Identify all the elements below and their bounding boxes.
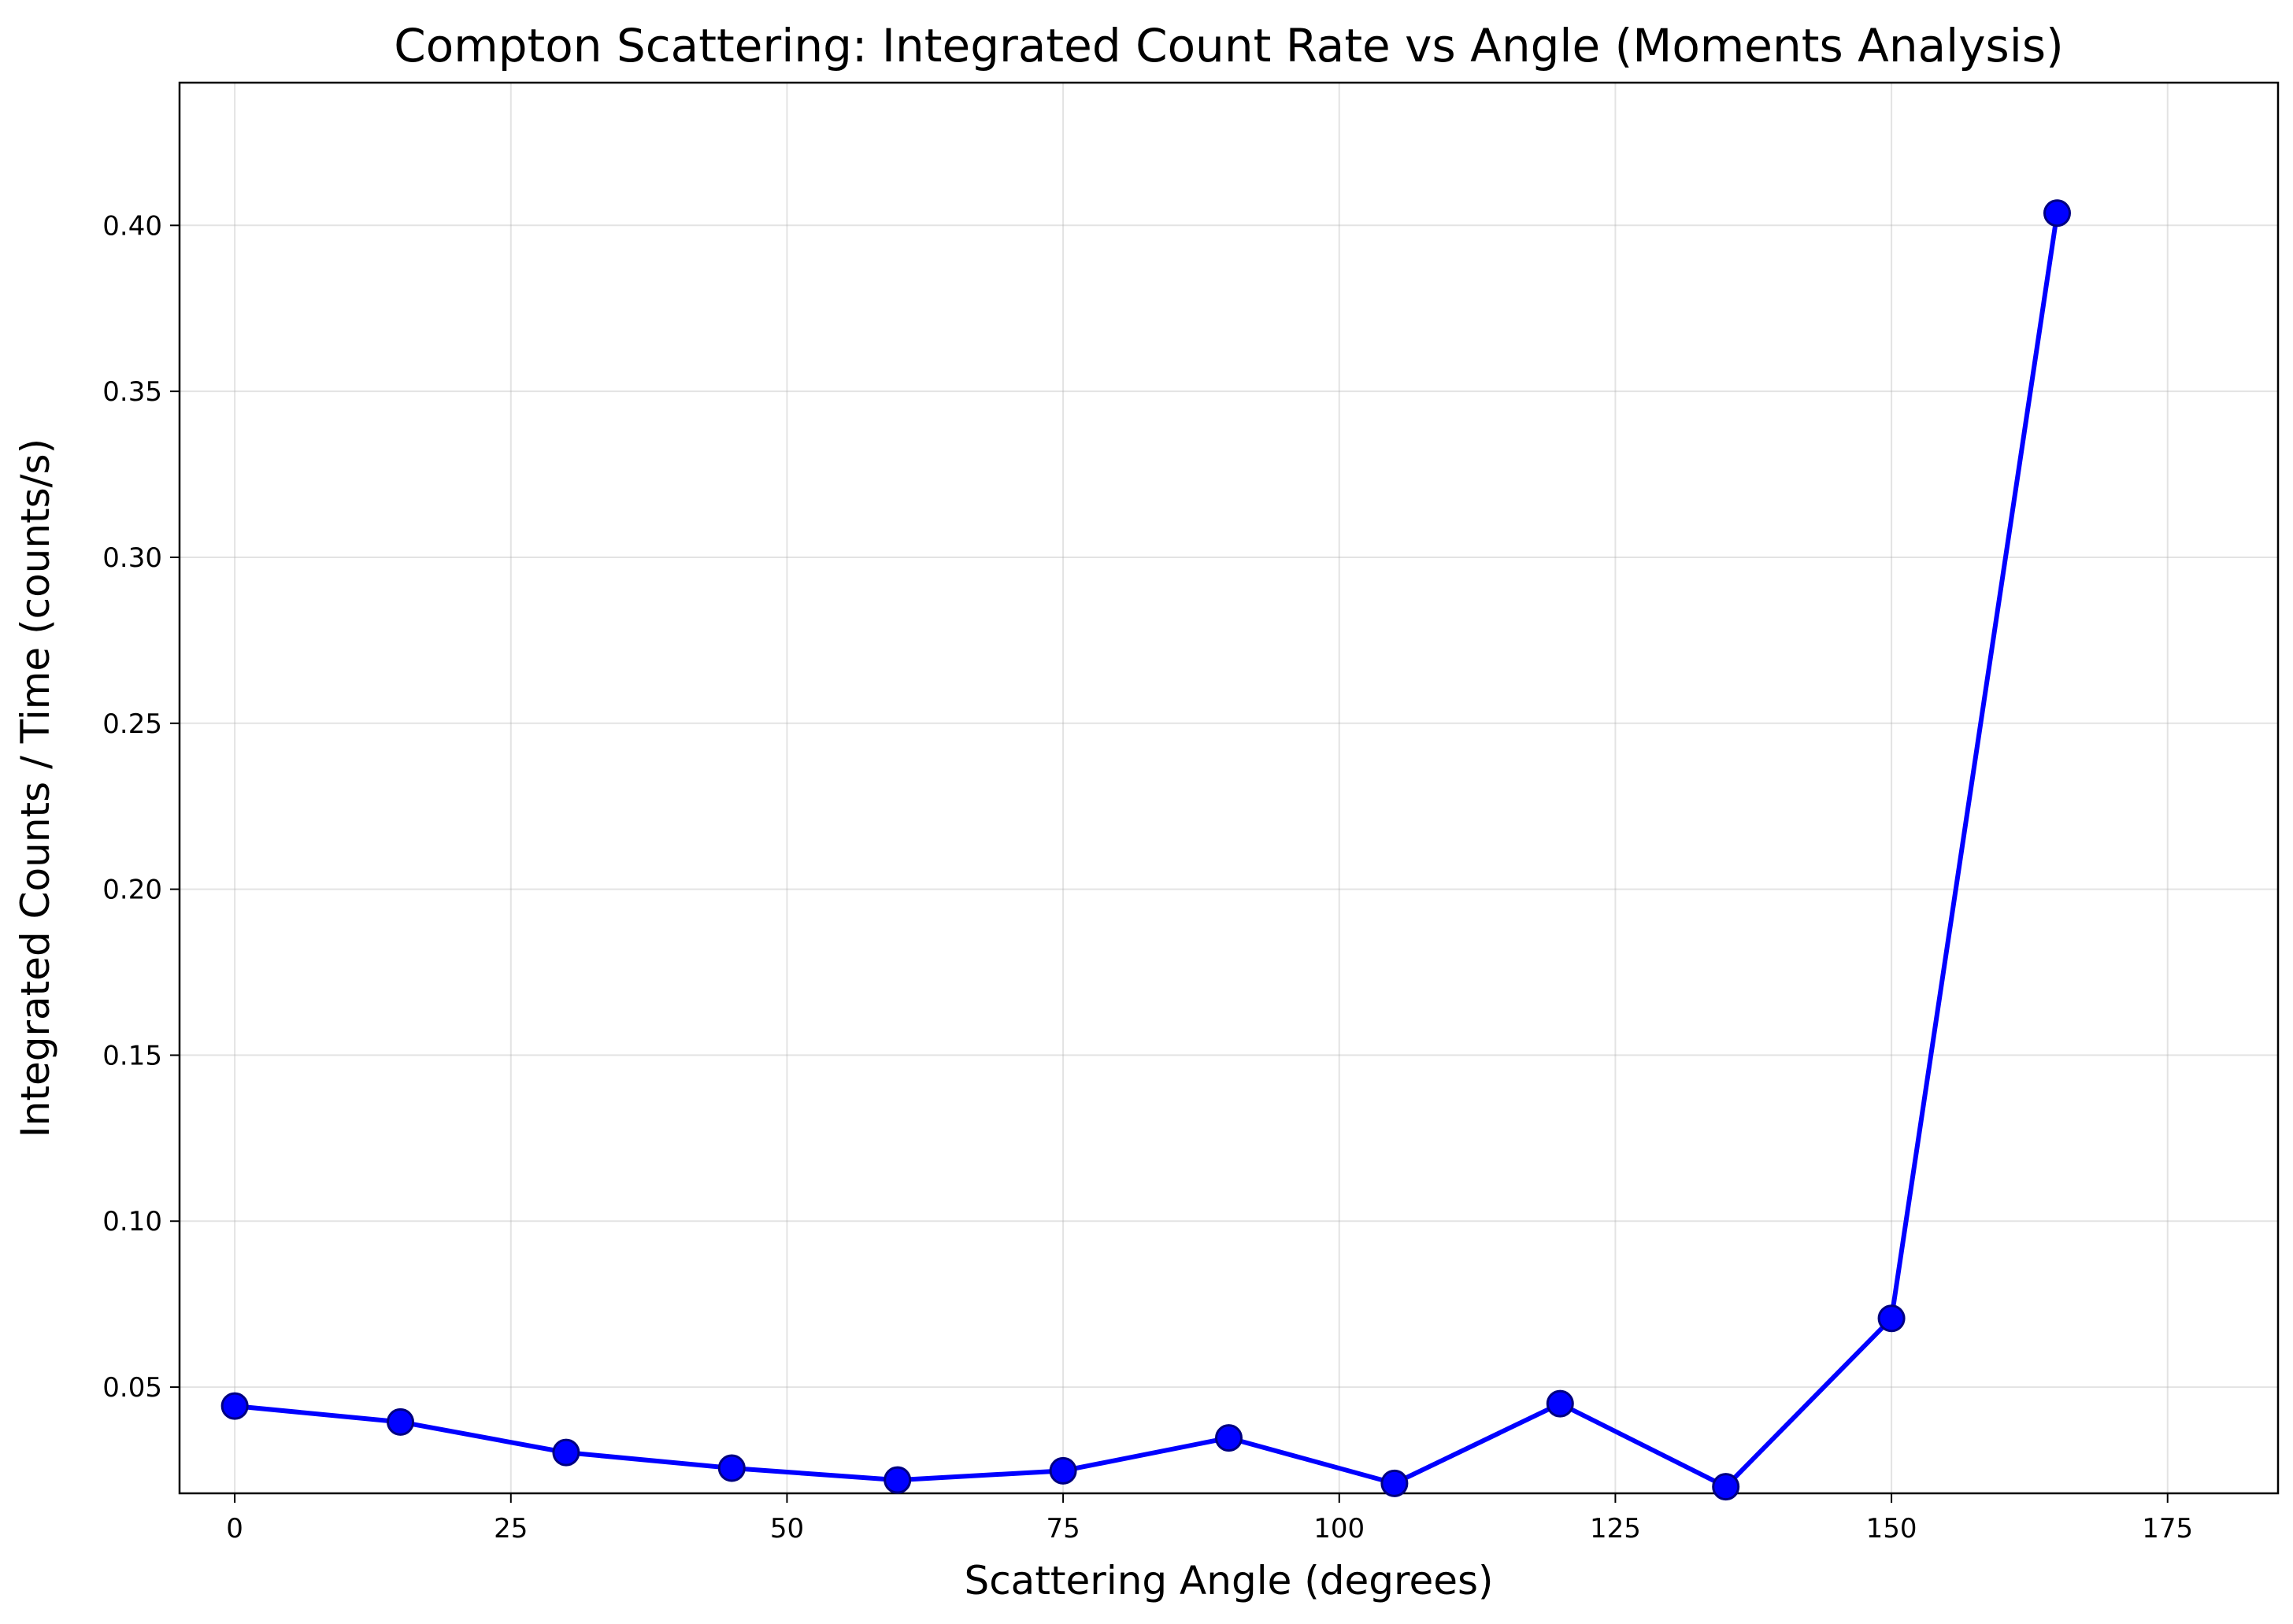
y-axis-label: Integrated Counts / Time (counts/s) — [13, 438, 58, 1138]
data-point — [1049, 1456, 1077, 1485]
data-point — [1215, 1424, 1243, 1452]
data-point — [1712, 1473, 1740, 1501]
y-tick-label: 0.05 — [102, 1372, 162, 1404]
x-tick-label: 125 — [1590, 1513, 1641, 1544]
y-tick-label: 0.30 — [102, 542, 162, 574]
series-layer — [220, 199, 2071, 1501]
x-tick-label: 175 — [2142, 1513, 2193, 1544]
grid — [180, 83, 2278, 1493]
y-tick-label: 0.15 — [102, 1040, 162, 1071]
x-tick-label: 100 — [1313, 1513, 1365, 1544]
y-tick-label: 0.20 — [102, 875, 162, 906]
y-tick-label: 0.35 — [102, 376, 162, 408]
x-axis-label: Scattering Angle (degrees) — [964, 1558, 1493, 1604]
data-point — [1380, 1469, 1409, 1497]
data-point — [1877, 1304, 1906, 1333]
x-tick-label: 150 — [1866, 1513, 1917, 1544]
x-tick-label: 50 — [770, 1513, 804, 1544]
x-tick-label: 75 — [1046, 1513, 1080, 1544]
series-line — [234, 213, 2060, 1489]
data-point — [2043, 199, 2071, 228]
y-tick-label: 0.40 — [102, 210, 162, 242]
data-point — [220, 1392, 249, 1420]
x-tick-label: 0 — [226, 1513, 243, 1544]
data-point — [387, 1408, 415, 1436]
data-point — [717, 1454, 746, 1482]
data-point — [1546, 1389, 1574, 1418]
y-tick-label: 0.10 — [102, 1206, 162, 1237]
x-tick-label: 25 — [494, 1513, 528, 1544]
plot-frame — [178, 81, 2280, 1495]
chart-title: Compton Scattering: Integrated Count Rat… — [394, 19, 2063, 72]
x-axis-ticks: 0 25 50 75 100 125 150 175 — [226, 1493, 2193, 1544]
data-point — [883, 1466, 912, 1494]
y-tick-label: 0.25 — [102, 708, 162, 740]
y-axis-ticks: 0.05 0.10 0.15 0.20 0.25 0.30 0.35 0.40 — [102, 210, 180, 1404]
data-point — [552, 1438, 580, 1467]
